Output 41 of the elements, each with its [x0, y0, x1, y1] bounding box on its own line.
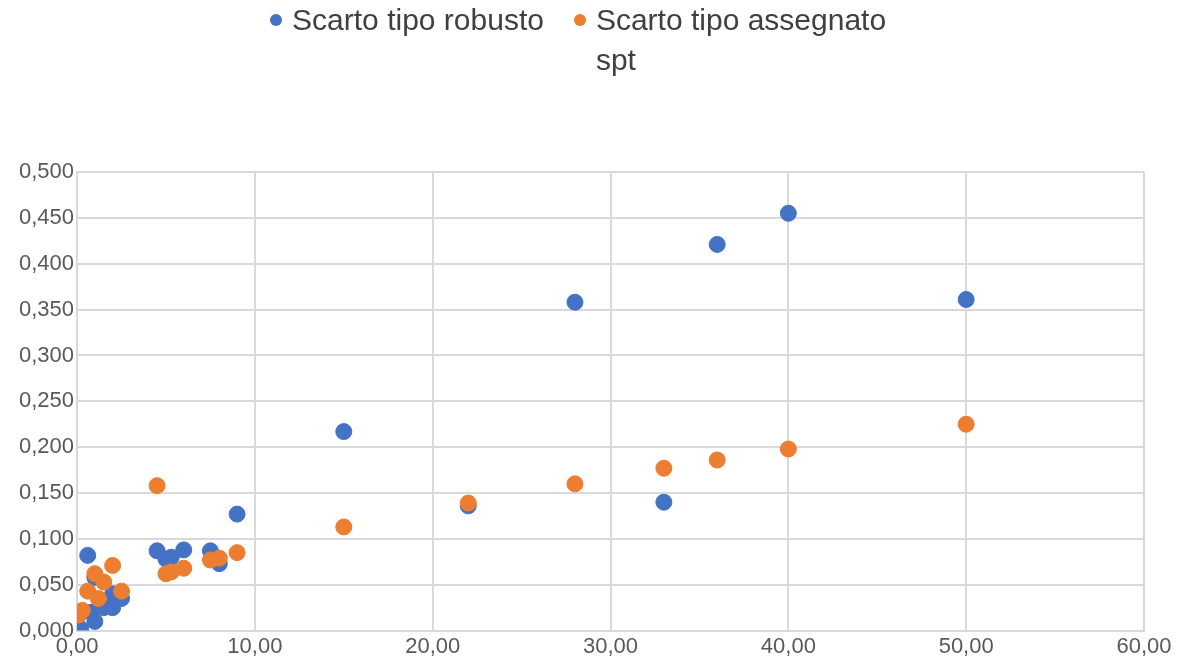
- point: [779, 440, 797, 458]
- y-tick-label: 0,050: [18, 570, 75, 596]
- y-tick-label: 0,150: [18, 479, 75, 505]
- y-tick-label: 0,450: [18, 203, 75, 229]
- point: [228, 544, 246, 562]
- point: [566, 475, 584, 493]
- x-tick-label: 20,00: [405, 632, 461, 658]
- point: [957, 415, 975, 433]
- legend-label: Scarto tipo assegnato spt: [595, 2, 888, 78]
- point: [104, 556, 122, 574]
- point: [708, 451, 726, 469]
- point: [228, 505, 246, 523]
- point: [148, 477, 166, 495]
- point: [79, 546, 97, 564]
- point: [89, 590, 107, 607]
- point: [175, 541, 193, 559]
- y-tick-label: 0,100: [18, 524, 75, 550]
- x-tick-label: 50,00: [938, 632, 994, 658]
- y-tick-label: 0,500: [18, 158, 75, 184]
- point: [86, 612, 104, 630]
- y-tick-label: 0,200: [18, 433, 75, 459]
- point: [335, 423, 353, 441]
- point: [779, 204, 797, 222]
- point: [708, 235, 726, 253]
- x-tick-label: 30,00: [583, 632, 639, 658]
- y-tick-label: 0,350: [18, 295, 75, 321]
- x-tick-label: 10,00: [227, 632, 283, 658]
- x-tick-label: 60,00: [1116, 632, 1172, 658]
- legend-label: Scarto tipo robusto: [292, 2, 544, 38]
- point: [335, 518, 353, 536]
- point: [655, 459, 673, 477]
- x-tick-label: 40,00: [760, 632, 816, 658]
- point: [95, 573, 113, 591]
- point: [655, 493, 673, 511]
- point: [175, 559, 193, 577]
- y-tick-label: 0,300: [18, 341, 75, 367]
- y-tick-label: 0,400: [18, 249, 75, 275]
- y-tick-label: 0,250: [18, 387, 75, 413]
- point: [957, 290, 975, 308]
- point: [113, 582, 131, 600]
- point: [566, 293, 584, 311]
